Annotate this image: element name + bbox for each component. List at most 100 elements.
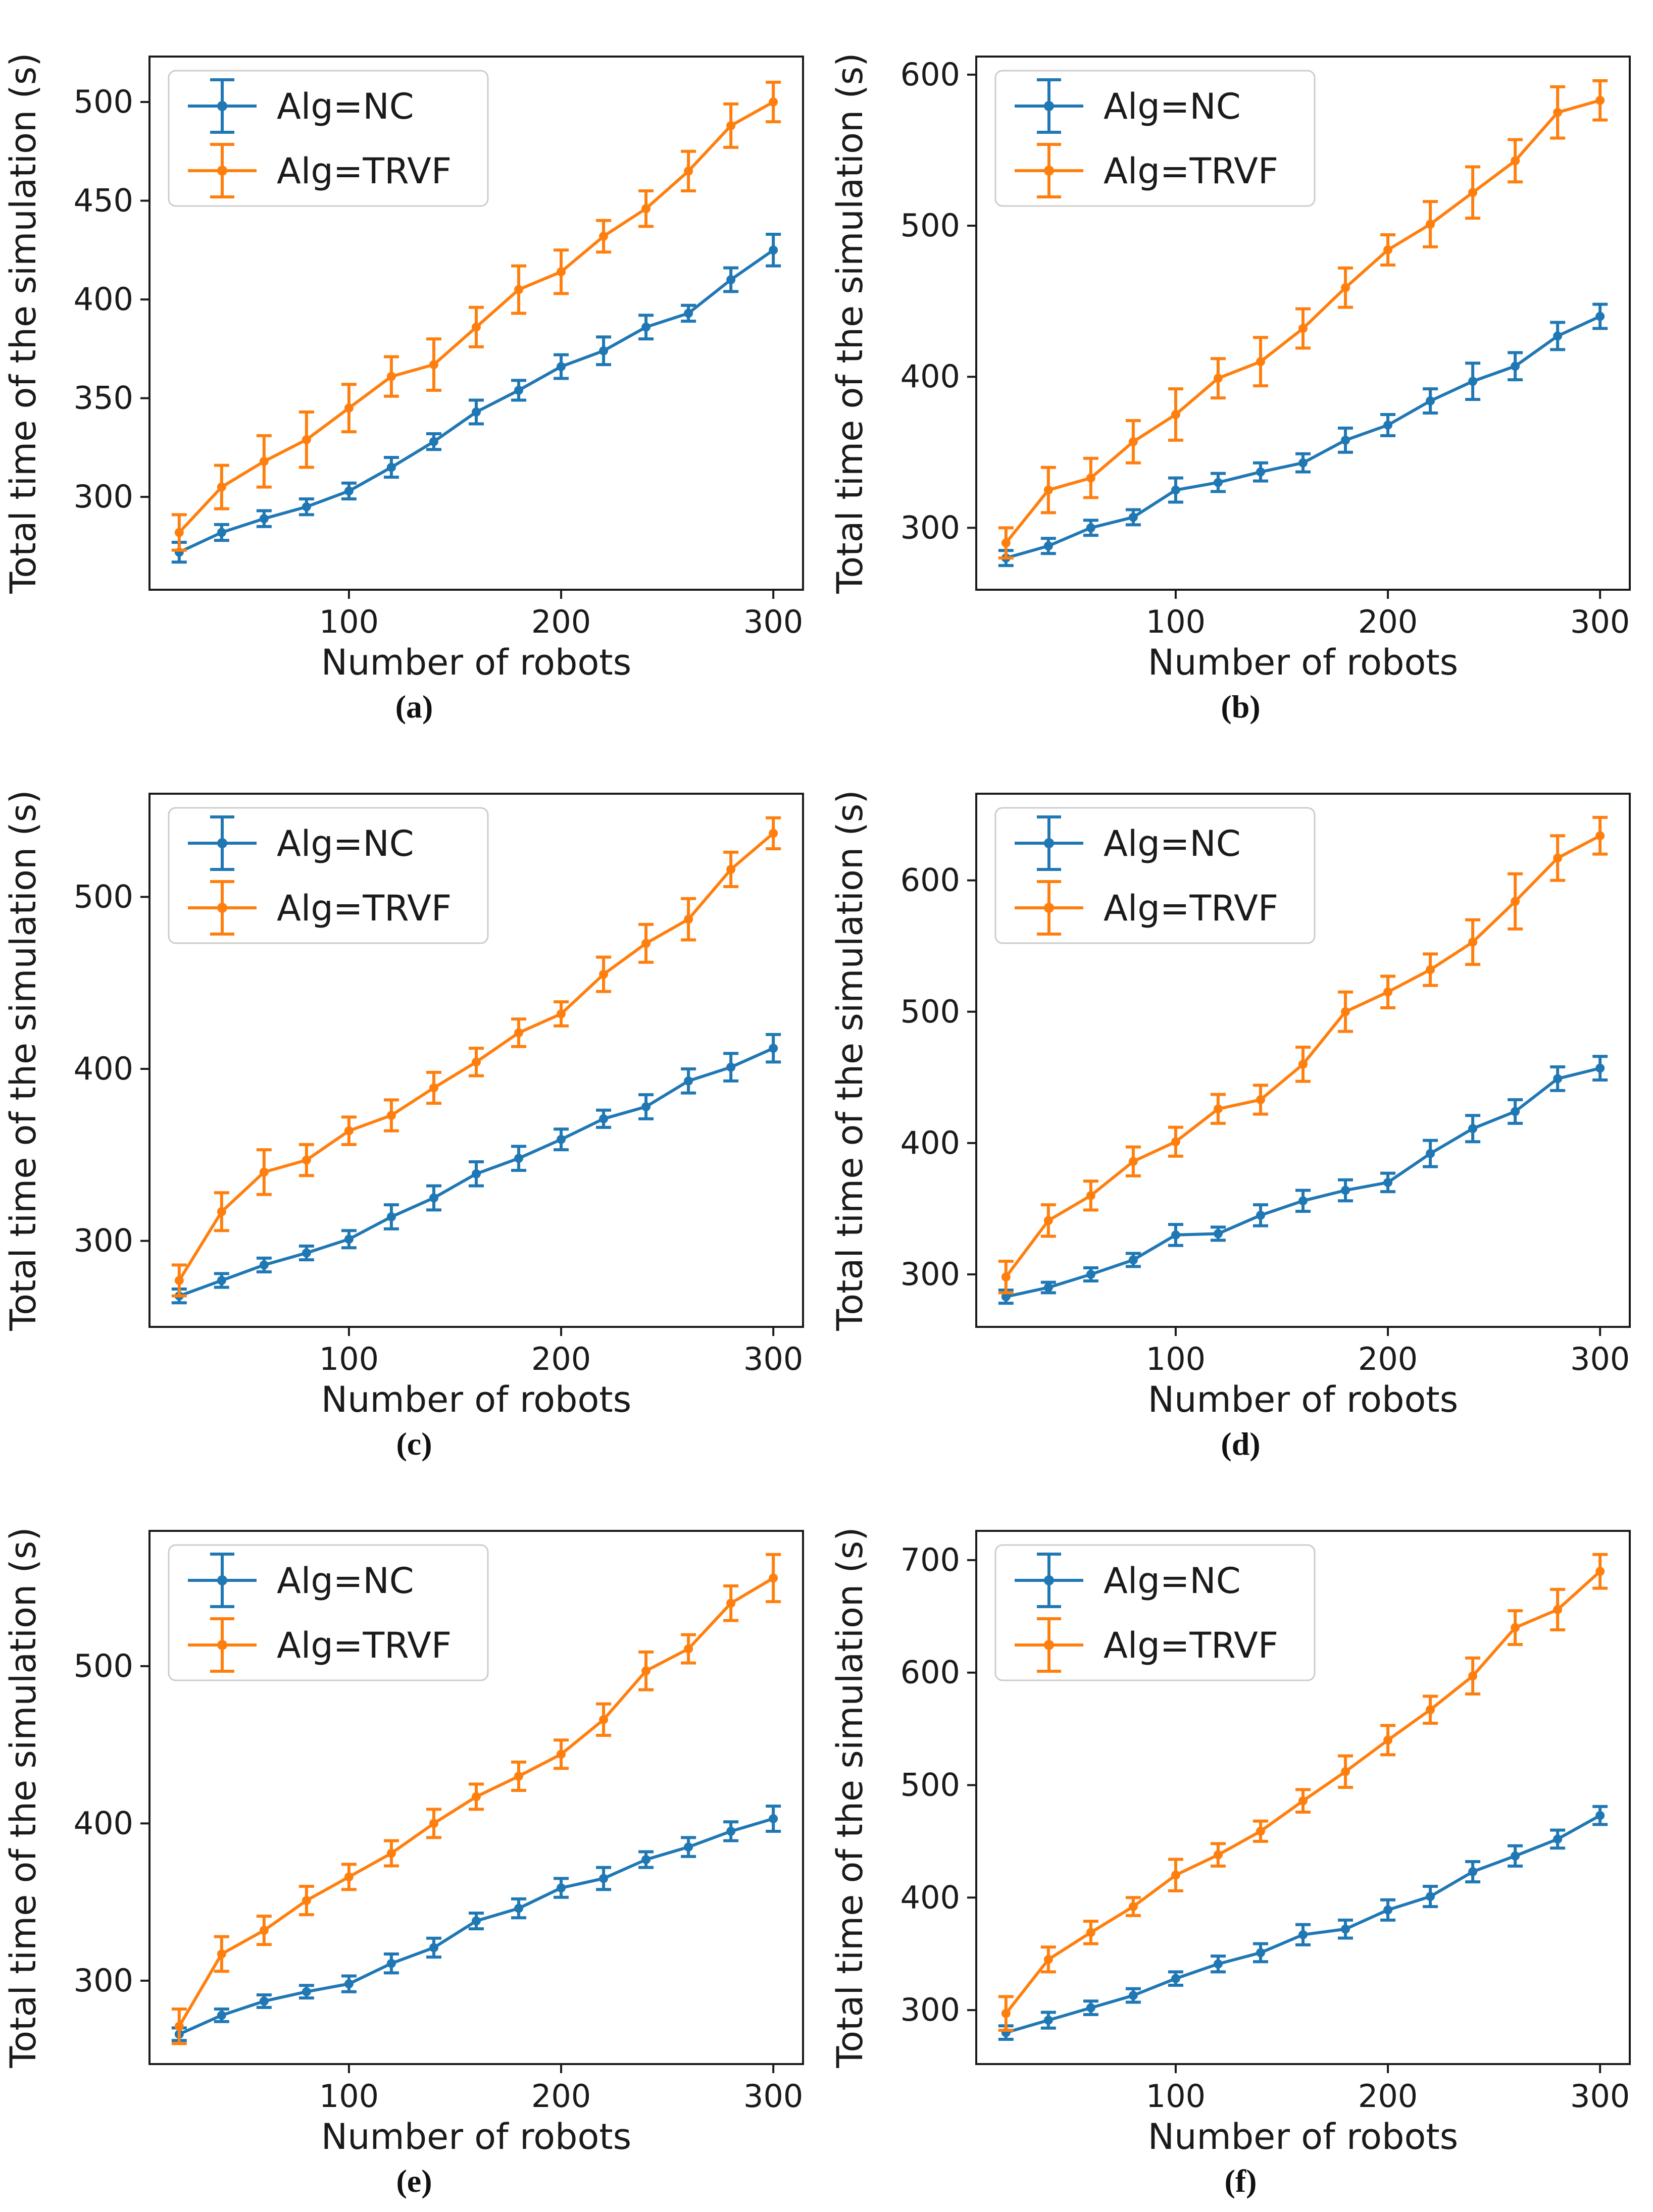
panel-caption-a: (a) (395, 689, 433, 725)
y-axis: 300 400 500 (74, 1648, 149, 1999)
data-point (557, 1883, 566, 1893)
x-axis: 100 200 300 (319, 590, 803, 640)
chart-canvas-d: 100 200 300 300 400 500 600 Number of robots Tot… (829, 737, 1653, 1416)
data-point (769, 829, 778, 838)
chart-canvas-c: 100 200 300 300 400 500 Number of robots Total … (2, 737, 826, 1416)
legend-label: Alg=TRVF (1104, 150, 1278, 192)
data-point (1468, 188, 1477, 197)
data-point (726, 275, 736, 284)
data-point (429, 1819, 438, 1828)
y-tick-label: 400 (900, 1124, 960, 1161)
x-axis: 100 200 300 (319, 2064, 803, 2115)
data-point (1510, 156, 1520, 166)
data-point (472, 1792, 481, 1802)
data-point (1213, 374, 1223, 383)
data-point (1043, 541, 1053, 551)
y-tick-label: 400 (900, 358, 960, 395)
data-point (1086, 1191, 1095, 1200)
data-point (1171, 1230, 1180, 1240)
legend-label: Alg=NC (1104, 1560, 1241, 1602)
data-point (1595, 1063, 1605, 1073)
series-alg-nc (998, 302, 1608, 568)
legend-marker (217, 838, 227, 848)
data-point (259, 1996, 269, 2006)
legend: Alg=NC Alg=TRVF (994, 70, 1315, 207)
data-point (1128, 1157, 1138, 1166)
panel-a: 100 200 300 300 350 400 450 500 Number of robots… (0, 0, 828, 737)
data-point (1001, 1272, 1011, 1282)
data-point (1171, 409, 1180, 419)
data-point (769, 1814, 778, 1824)
plot-border (975, 56, 1631, 591)
plot-border (975, 793, 1631, 1328)
data-point (1298, 1930, 1308, 1939)
data-point (599, 346, 609, 355)
x-axis-label: Number of robots (1147, 1379, 1458, 1416)
y-tick-label: 400 (74, 1050, 133, 1087)
x-axis: 100 200 300 (1145, 2064, 1630, 2115)
series-alg-trvf (998, 815, 1608, 1295)
data-point (1383, 1905, 1392, 1915)
y-tick-label: 400 (900, 1879, 960, 1916)
x-axis-label: Number of robots (1147, 2116, 1458, 2153)
series-alg-trvf (998, 1553, 1608, 2032)
data-point (641, 322, 651, 332)
data-point (259, 1167, 269, 1177)
data-point (1510, 1623, 1520, 1632)
data-point (1298, 458, 1308, 468)
panel-caption-e: (e) (396, 2163, 432, 2199)
data-point (726, 1599, 736, 1608)
legend-label: Alg=TRVF (1104, 888, 1278, 929)
data-point (1510, 1107, 1520, 1116)
x-tick-label: 200 (1358, 603, 1417, 640)
data-point (1425, 396, 1435, 406)
x-tick-label: 300 (1570, 2078, 1630, 2115)
data-point (386, 1848, 396, 1858)
legend-marker (217, 903, 227, 913)
plot-border (975, 1530, 1631, 2065)
data-point (429, 360, 438, 370)
data-point (1213, 1959, 1223, 1969)
data-point (386, 1212, 396, 1221)
panel-d: 100 200 300 300 400 500 600 Number of robots Tot… (828, 737, 1653, 1474)
data-point (174, 528, 184, 537)
data-point (684, 1842, 693, 1852)
data-point (1510, 1851, 1520, 1861)
data-point (1128, 437, 1138, 446)
data-point (1043, 1954, 1053, 1964)
x-axis-label: Number of robots (321, 642, 631, 679)
data-point (1340, 1007, 1350, 1016)
y-axis-label: Total time of the simulation (s) (829, 53, 871, 594)
x-tick-label: 100 (1145, 2078, 1205, 2115)
y-tick-label: 300 (74, 478, 133, 515)
data-point (259, 1926, 269, 1935)
data-point (1468, 937, 1477, 947)
data-point (1425, 1149, 1435, 1158)
plot-border (148, 1530, 804, 2065)
data-point (174, 1276, 184, 1285)
data-point (1425, 1705, 1435, 1715)
y-tick-label: 300 (900, 1991, 960, 2028)
y-axis-label: Total time of the simulation (s) (829, 790, 871, 1331)
legend: Alg=NC Alg=TRVF (168, 70, 489, 207)
chart-svg-a: 100 200 300 300 350 400 450 500 Number of robots… (3, 53, 804, 679)
data-point (1298, 1196, 1308, 1206)
legend-marker (1043, 1640, 1054, 1650)
panel-e: 100 200 300 300 400 500 Number of robots Total … (0, 1474, 828, 2212)
legend-marker (217, 1575, 227, 1585)
data-point (684, 308, 693, 318)
panel-caption-f: (f) (1224, 2163, 1257, 2199)
data-point (302, 1896, 311, 1906)
y-tick-label: 500 (74, 83, 133, 120)
y-tick-label: 350 (74, 380, 133, 417)
data-point (302, 1248, 311, 1258)
data-point (726, 1062, 736, 1072)
data-point (1340, 1186, 1350, 1195)
data-point (1213, 478, 1223, 487)
data-point (386, 462, 396, 472)
y-tick-label: 300 (74, 1222, 133, 1259)
plot-border (148, 56, 804, 591)
x-tick-label: 100 (319, 2078, 379, 2115)
data-point (472, 322, 481, 332)
y-tick-label: 300 (74, 1962, 133, 1999)
